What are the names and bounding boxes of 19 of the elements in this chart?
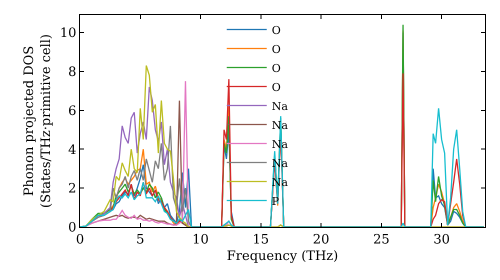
x-axis-title: Frequency (THz) — [226, 249, 338, 264]
y-tick-label: 10 — [60, 26, 76, 42]
legend-label: O — [272, 24, 281, 37]
legend-label: O — [272, 42, 281, 56]
x-tick-label: 25 — [373, 232, 390, 248]
x-tick-label: 15 — [252, 232, 270, 248]
y-tick-label: 0 — [68, 220, 76, 236]
y-tick-label: 4 — [68, 142, 76, 158]
y-tick-label: 2 — [68, 182, 76, 197]
legend-label: O — [272, 62, 281, 75]
legend-label: Na — [272, 100, 288, 113]
y-tick-label: 6 — [68, 104, 76, 119]
y-axis-title: Phonon projected DOS (States/THz·primitive cell) — [22, 34, 54, 208]
x-tick-label: 10 — [192, 232, 209, 248]
y-tick-label: 8 — [68, 64, 76, 80]
x-tick-label: 5 — [136, 232, 144, 248]
legend-label: O — [272, 80, 281, 94]
x-tick-label: 20 — [312, 232, 330, 248]
x-tick-label: 30 — [433, 232, 450, 248]
